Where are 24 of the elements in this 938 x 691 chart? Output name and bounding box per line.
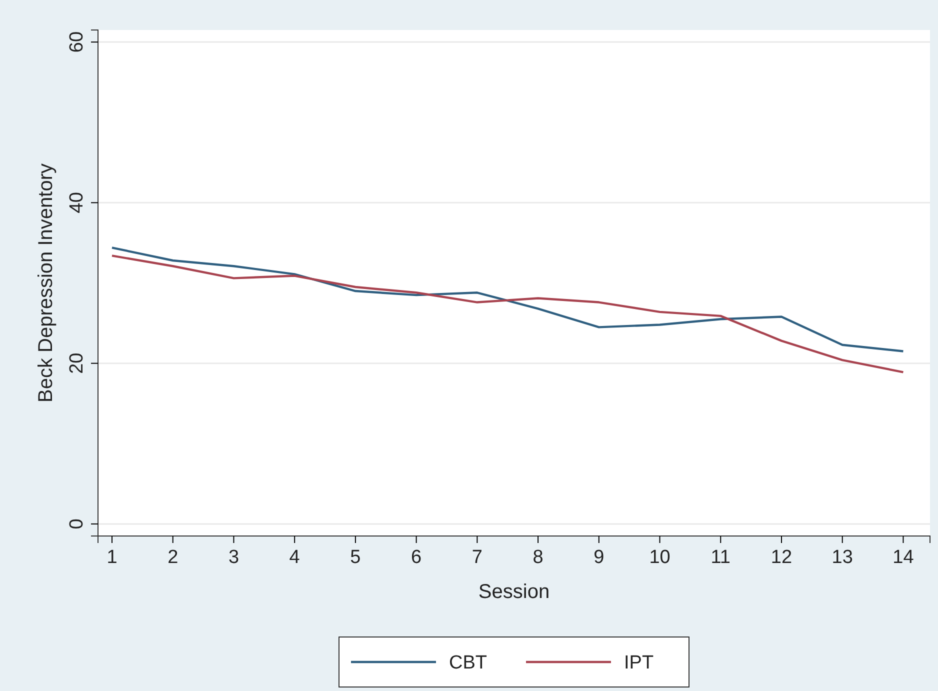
line-series bbox=[110, 246, 904, 352]
x-tick-label: 13 bbox=[832, 547, 853, 568]
legend-label: CBT bbox=[449, 652, 488, 674]
x-tick-label: 9 bbox=[594, 547, 604, 568]
y-axis-title: Beck Depression Inventory bbox=[35, 163, 57, 403]
x-tick-label: 14 bbox=[892, 547, 914, 568]
y-tick-label: 20 bbox=[66, 352, 88, 374]
x-tick-label: 5 bbox=[350, 547, 361, 568]
x-tick-label: 12 bbox=[770, 547, 792, 568]
x-tick-label: 8 bbox=[532, 547, 544, 568]
line-series bbox=[110, 254, 904, 374]
y-tick-label: 40 bbox=[66, 192, 88, 214]
y-tick-label: 0 bbox=[66, 518, 88, 530]
x-tick-label: 7 bbox=[472, 547, 482, 568]
x-tick-label: 1 bbox=[106, 547, 118, 568]
x-tick-label: 11 bbox=[710, 547, 730, 568]
x-tick-label: 3 bbox=[228, 547, 240, 568]
legend-label: IPT bbox=[624, 652, 654, 674]
y-tick-label: 60 bbox=[66, 31, 88, 53]
x-axis-title: Session bbox=[478, 581, 550, 603]
x-tick-label: 2 bbox=[168, 547, 178, 568]
x-tick-label: 6 bbox=[411, 547, 422, 568]
x-tick-label: 4 bbox=[289, 547, 300, 568]
x-tick-label: 10 bbox=[649, 547, 670, 568]
